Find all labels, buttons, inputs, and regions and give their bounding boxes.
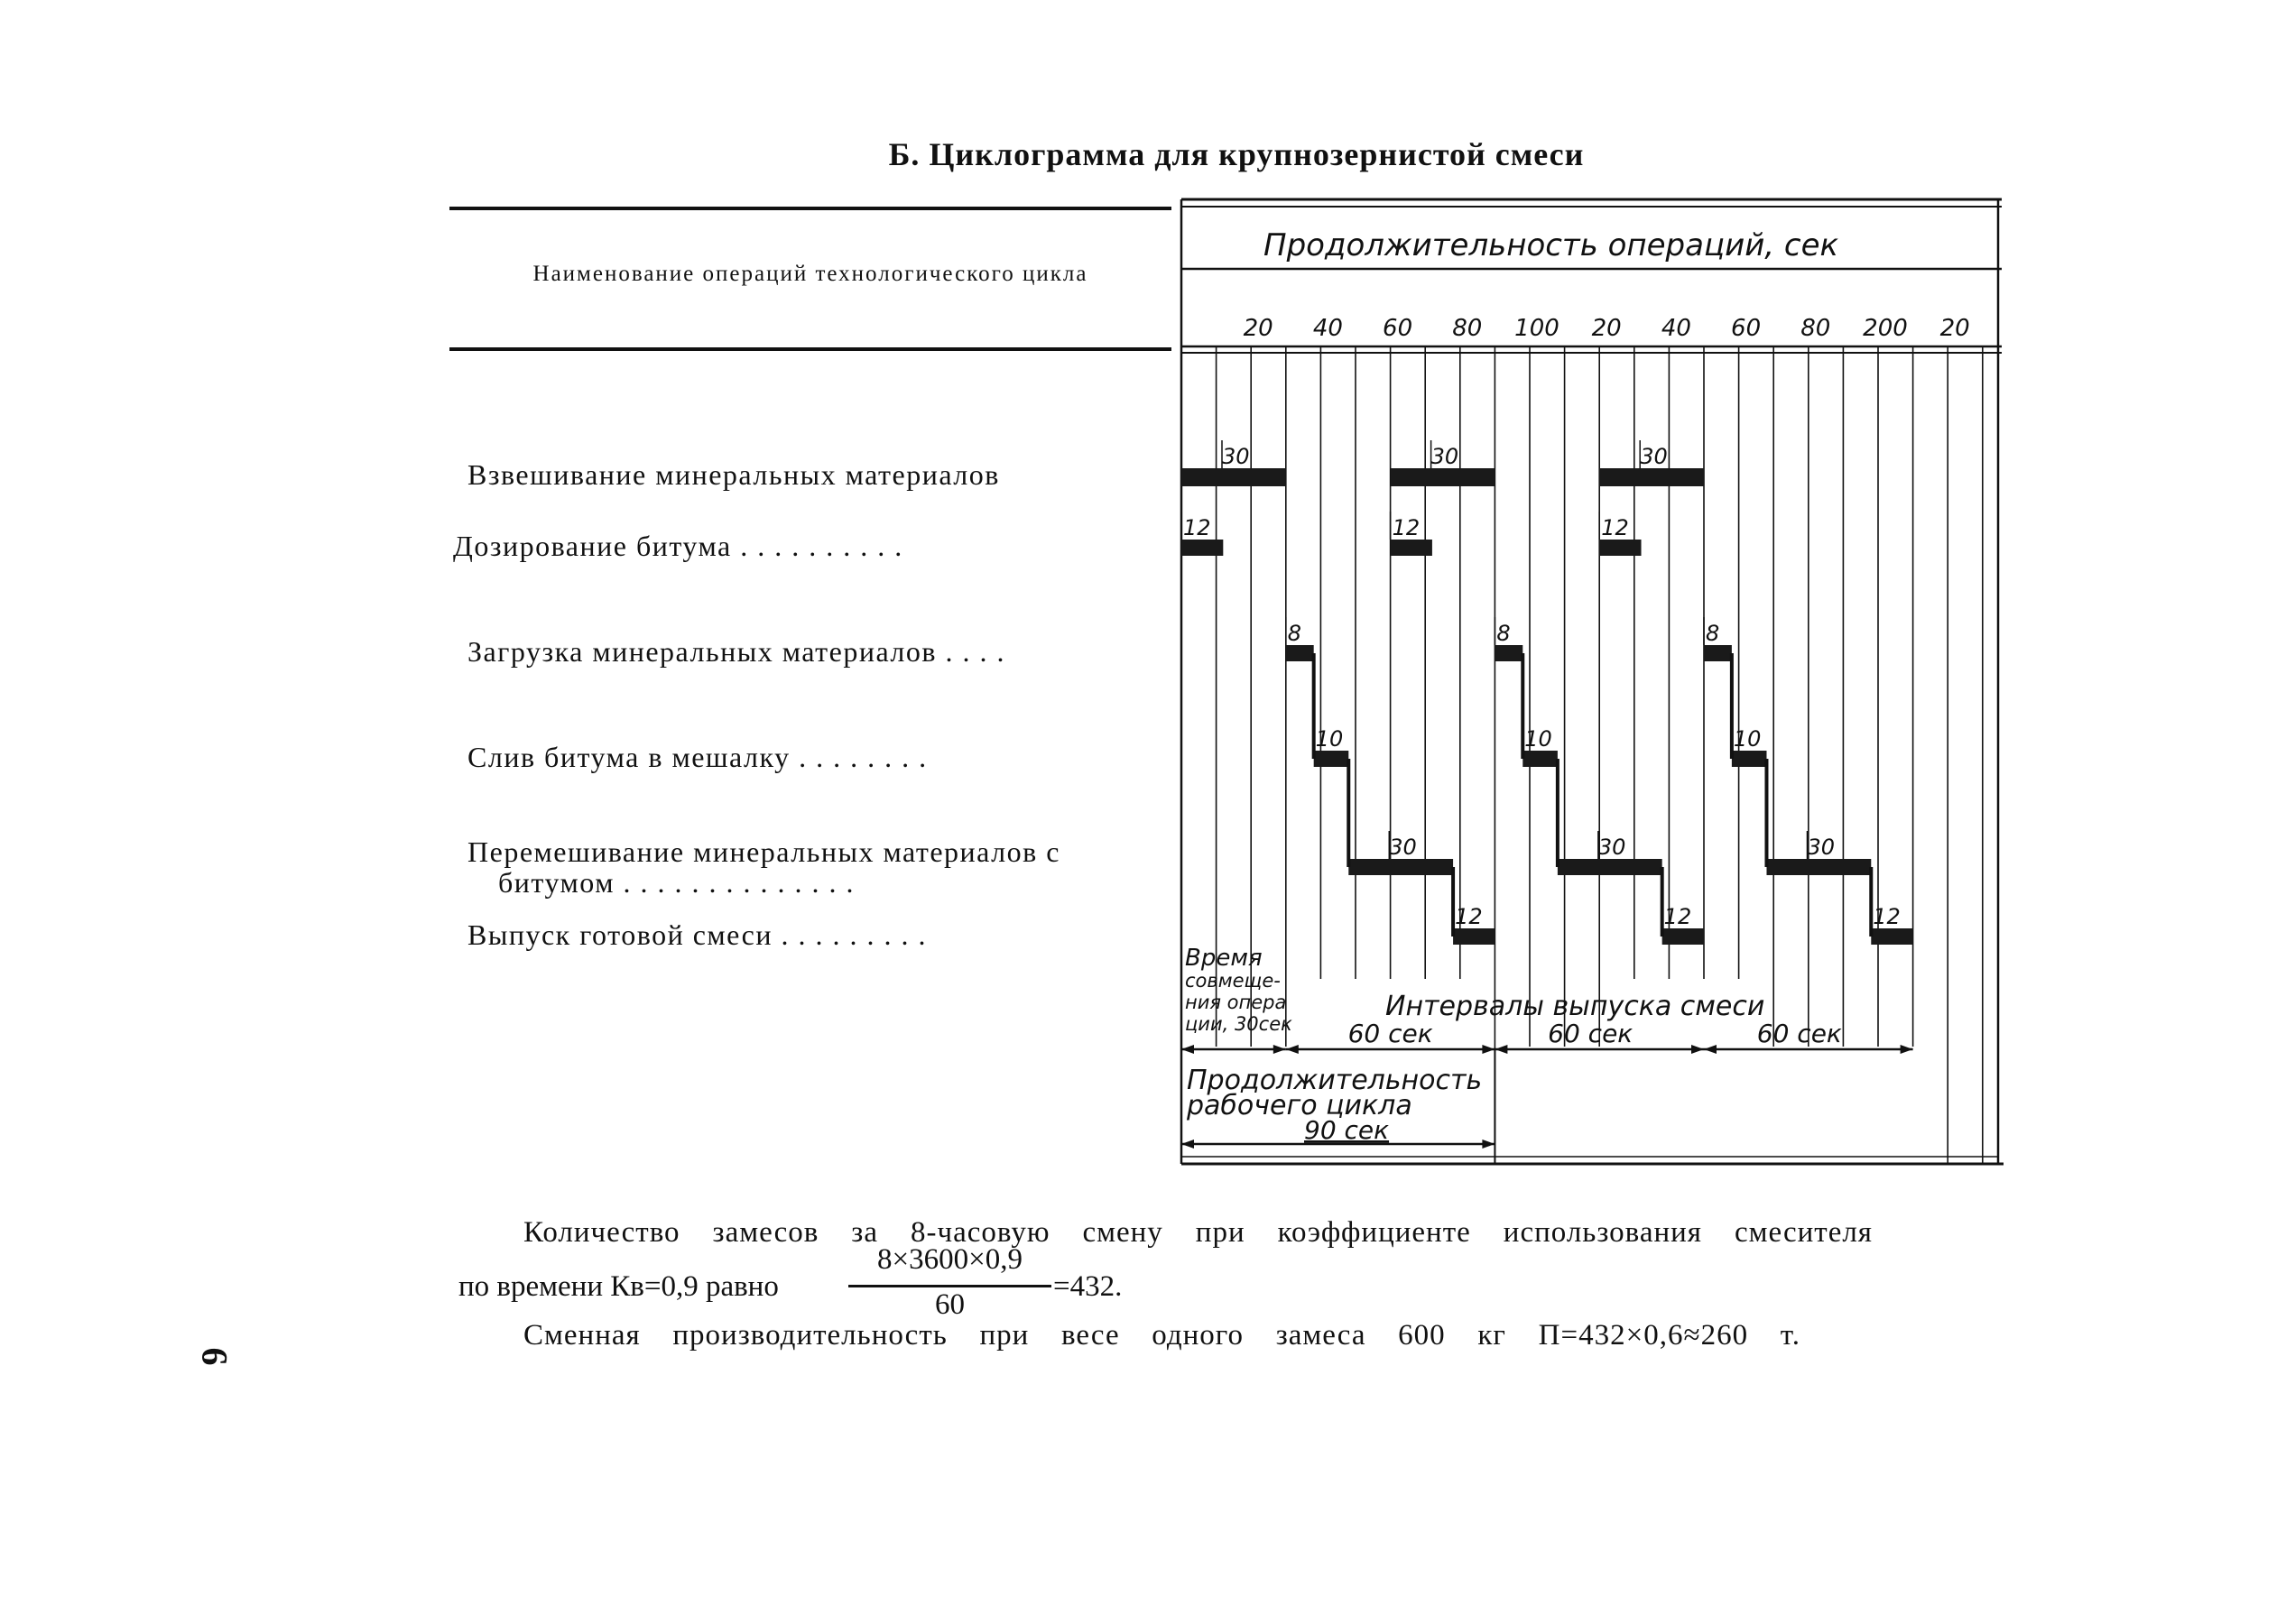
operation-bar	[1181, 468, 1286, 486]
tick-label: 20	[1244, 315, 1273, 342]
duration-label: 12	[1664, 904, 1692, 929]
formula-result: =432.	[1053, 1270, 1123, 1303]
operation-label: Взвешивание минеральных материалов	[467, 458, 1000, 491]
operation-label: Дозирование битума . . . . . . . . . .	[453, 530, 903, 562]
operation-bar	[1704, 645, 1732, 661]
operation-bar	[1390, 540, 1432, 556]
interval-arrow-head-right	[1900, 1045, 1913, 1054]
duration-label: 30	[1807, 835, 1835, 860]
operation-bar	[1390, 468, 1495, 486]
operation-bar	[1522, 751, 1558, 767]
tick-label: 20	[1940, 315, 1970, 342]
cycle-arrow-head-left	[1181, 1140, 1194, 1149]
overlap-arrow-head-left	[1181, 1045, 1194, 1054]
page-number: 6	[194, 1347, 236, 1366]
operation-bar	[1599, 540, 1642, 556]
overlap-arrow-head-right	[1273, 1045, 1286, 1054]
cycle-note-line1: Продолжительность	[1187, 1065, 1482, 1096]
duration-label: 8	[1706, 621, 1719, 646]
operation-bar	[1661, 928, 1704, 945]
operation-bar	[1181, 540, 1224, 556]
intervals-title: Интервалы выпуска смеси	[1385, 991, 1764, 1022]
operations-column-header: Наименование операций технологического ц…	[532, 262, 1088, 286]
interval-arrow-head-right	[1691, 1045, 1704, 1054]
duration-label: 12	[1183, 515, 1211, 540]
tick-label: 80	[1800, 315, 1830, 342]
interval-label: 60 сек	[1757, 1019, 1842, 1048]
operation-bar	[1348, 859, 1454, 875]
formula-denominator: 60	[935, 1288, 965, 1321]
duration-label: 30	[1389, 835, 1417, 860]
interval-arrow-head-left	[1495, 1045, 1508, 1054]
operation-label-continued: битумом . . . . . . . . . . . . . .	[498, 866, 855, 899]
interval-arrow-head-left	[1285, 1045, 1299, 1054]
operation-bar	[1766, 859, 1872, 875]
duration-label: 12	[1601, 515, 1629, 540]
duration-label: 10	[1524, 726, 1552, 752]
operation-label: Перемешивание минеральных материалов с	[467, 835, 1060, 868]
operation-bar	[1599, 468, 1704, 486]
operation-bar	[1285, 645, 1314, 661]
duration-label: 8	[1496, 621, 1510, 646]
duration-label: 30	[1640, 444, 1668, 469]
productivity-text: Сменная производительность при весе одно…	[523, 1319, 1800, 1352]
table-header-bottom-rule	[449, 347, 1171, 351]
duration-label: 10	[1734, 726, 1762, 752]
duration-axis-title: Продолжительность операций, сек	[1263, 227, 1839, 263]
operation-bar	[1557, 859, 1662, 875]
cycle-arrow-head-right	[1482, 1140, 1495, 1149]
tick-label: 80	[1452, 315, 1482, 342]
interval-label: 60 сек	[1348, 1019, 1433, 1048]
tick-label: 200	[1863, 315, 1908, 342]
operation-bar	[1871, 928, 1913, 945]
tick-label: 40	[1661, 315, 1691, 342]
operation-label: Выпуск готовой смеси . . . . . . . . .	[467, 918, 927, 951]
batches-text-line1: Количество замесов за 8-часовую смену пр…	[523, 1216, 1873, 1249]
tick-label: 40	[1313, 315, 1343, 342]
overlap-note: Время	[1185, 945, 1263, 972]
overlap-note: ции, 30сек	[1185, 1013, 1292, 1035]
tick-label: 60	[1383, 315, 1412, 342]
duration-label: 8	[1288, 621, 1301, 646]
overlap-note: совмеще-	[1185, 970, 1281, 992]
duration-label: 10	[1316, 726, 1344, 752]
formula-numerator: 8×3600×0,9	[877, 1243, 1023, 1276]
interval-label: 60 сек	[1548, 1019, 1633, 1048]
table-top-rule	[449, 207, 1171, 210]
interval-arrow-head-right	[1482, 1045, 1495, 1054]
interval-arrow-head-left	[1704, 1045, 1717, 1054]
overlap-note: ния опера	[1185, 992, 1286, 1013]
operation-label: Загрузка минеральных материалов . . . .	[467, 635, 1005, 668]
duration-label: 12	[1393, 515, 1421, 540]
duration-label: 30	[1431, 444, 1459, 469]
duration-label: 12	[1455, 904, 1483, 929]
operation-bar	[1453, 928, 1495, 945]
operation-bar	[1313, 751, 1349, 767]
cycle-note-line2: рабочего цикла	[1186, 1090, 1412, 1121]
tick-label: 100	[1514, 315, 1559, 342]
duration-label: 30	[1598, 835, 1626, 860]
cycle-note-line3: 90 сек	[1304, 1115, 1389, 1145]
fraction-bar	[848, 1285, 1051, 1287]
operation-bar	[1495, 645, 1523, 661]
duration-label: 12	[1873, 904, 1901, 929]
tick-label: 60	[1731, 315, 1761, 342]
duration-label: 30	[1222, 444, 1250, 469]
operation-label: Слив битума в мешалку . . . . . . . .	[467, 741, 928, 773]
batches-text-line2: по времени Кв=0,9 равно	[458, 1270, 779, 1303]
page-title: Б. Циклограмма для крупнозернистой смеси	[888, 136, 1585, 172]
operation-bar	[1731, 751, 1767, 767]
tick-label: 20	[1592, 315, 1622, 342]
